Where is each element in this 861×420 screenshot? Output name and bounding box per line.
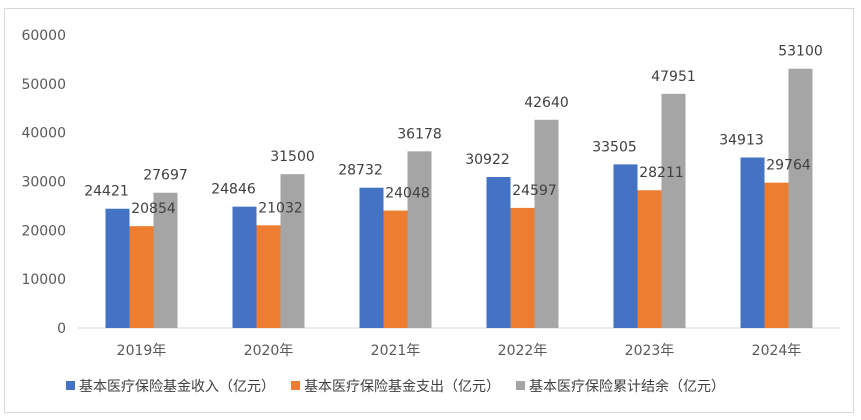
bar-series-3 — [788, 68, 813, 328]
bar-series-2 — [129, 226, 154, 328]
y-tick-label: 20000 — [21, 223, 66, 239]
y-axis-ticks: 0 10000 20000 30000 40000 50000 60000 — [21, 28, 66, 337]
y-tick-label: 50000 — [21, 77, 66, 93]
bar-series-1 — [740, 157, 765, 328]
x-tick-label: 2020年 — [244, 343, 294, 359]
bar-series-3 — [661, 93, 686, 328]
y-tick-label: 60000 — [21, 28, 66, 44]
bar-series-1 — [486, 176, 511, 328]
bar-series-1 — [232, 206, 257, 328]
data-label: 53100 — [778, 44, 823, 60]
data-label: 21032 — [258, 200, 303, 216]
data-label: 27697 — [143, 168, 188, 184]
data-label: 42640 — [524, 95, 569, 111]
bar-series-2 — [637, 190, 662, 328]
x-tick-label: 2022年 — [498, 343, 548, 359]
x-tick-label: 2024年 — [752, 343, 802, 359]
bar-series-1 — [105, 208, 130, 328]
legend-swatch — [291, 381, 300, 390]
bar-series-3 — [280, 174, 305, 328]
data-label: 24597 — [512, 183, 557, 199]
bar-series-2 — [510, 207, 535, 328]
legend-label: 基本医疗保险累计结余（亿元） — [529, 378, 725, 395]
data-label: 28211 — [639, 165, 684, 181]
y-tick-label: 30000 — [21, 175, 66, 191]
bar-series-1 — [359, 187, 384, 328]
legend-label: 基本医疗保险基金收入（亿元） — [79, 378, 275, 395]
data-label: 24421 — [84, 184, 129, 200]
legend-swatch — [66, 381, 75, 390]
data-label: 33505 — [592, 139, 637, 155]
x-axis: 2019年 2020年 2021年 2022年 2023年 2024年 — [78, 327, 840, 359]
data-label: 29764 — [766, 158, 811, 174]
data-label: 28732 — [338, 163, 383, 179]
x-tick-label: 2023年 — [625, 343, 675, 359]
data-label: 24846 — [211, 182, 256, 198]
data-labels: 24421 24846 28732 30922 33505 34913 20854 21032… — [84, 44, 823, 217]
y-tick-label: 40000 — [21, 126, 66, 142]
legend: 基本医疗保险基金收入（亿元） 基本医疗保险基金支出（亿元） 基本医疗保险累计结余（亿… — [66, 378, 725, 395]
bar-series-2 — [764, 182, 789, 328]
data-label: 36178 — [397, 126, 442, 142]
data-label: 31500 — [270, 149, 315, 165]
legend-label: 基本医疗保险基金支出（亿元） — [304, 378, 500, 395]
y-tick-label: 0 — [57, 321, 66, 337]
bar-series-2 — [256, 225, 281, 328]
y-tick-label: 10000 — [21, 272, 66, 288]
x-tick-label: 2021年 — [371, 343, 421, 359]
x-tick-label: 2019年 — [117, 343, 167, 359]
data-label: 24048 — [385, 186, 430, 202]
legend-swatch — [516, 381, 525, 390]
bar-series-2 — [383, 210, 408, 328]
data-label: 30922 — [465, 152, 510, 168]
bar-series-3 — [407, 151, 432, 328]
bar-series-3 — [534, 119, 559, 329]
data-label: 47951 — [651, 69, 696, 85]
bar-series-3 — [153, 192, 178, 328]
bar-series-1 — [613, 164, 638, 328]
data-label: 20854 — [131, 201, 176, 217]
data-label: 34913 — [719, 133, 764, 149]
bars — [105, 68, 813, 329]
